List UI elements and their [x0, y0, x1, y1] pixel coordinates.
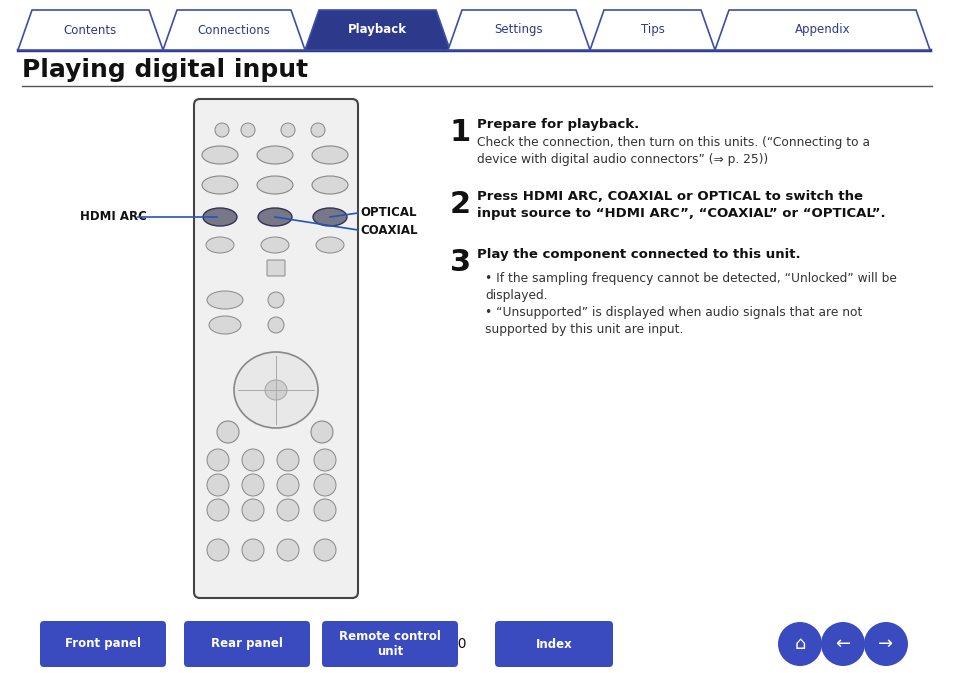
Circle shape — [242, 449, 264, 471]
Circle shape — [276, 499, 298, 521]
FancyBboxPatch shape — [322, 621, 457, 667]
Text: Check the connection, then turn on this units. (“Connecting to a
device with dig: Check the connection, then turn on this … — [476, 136, 869, 166]
Ellipse shape — [203, 208, 236, 226]
Circle shape — [214, 123, 229, 137]
Circle shape — [268, 292, 284, 308]
Ellipse shape — [257, 208, 292, 226]
Polygon shape — [589, 10, 714, 50]
Circle shape — [242, 474, 264, 496]
Text: Press HDMI ARC, COAXIAL or OPTICAL to switch the
input source to “HDMI ARC”, “CO: Press HDMI ARC, COAXIAL or OPTICAL to sw… — [476, 190, 884, 221]
Circle shape — [821, 622, 864, 666]
Circle shape — [268, 317, 284, 333]
Text: 40: 40 — [449, 637, 466, 651]
Ellipse shape — [256, 146, 293, 164]
Circle shape — [207, 474, 229, 496]
Polygon shape — [305, 10, 450, 50]
FancyBboxPatch shape — [495, 621, 613, 667]
Circle shape — [276, 539, 298, 561]
Ellipse shape — [256, 176, 293, 194]
Text: HDMI ARC: HDMI ARC — [80, 211, 147, 223]
Circle shape — [207, 539, 229, 561]
Ellipse shape — [233, 352, 317, 428]
Ellipse shape — [312, 146, 348, 164]
Circle shape — [311, 421, 333, 443]
Circle shape — [207, 449, 229, 471]
FancyBboxPatch shape — [267, 260, 285, 276]
Text: ⌂: ⌂ — [794, 635, 805, 653]
Circle shape — [314, 449, 335, 471]
Circle shape — [207, 499, 229, 521]
Text: COAXIAL: COAXIAL — [359, 223, 417, 236]
Circle shape — [276, 449, 298, 471]
Text: 3: 3 — [450, 248, 471, 277]
Text: Rear panel: Rear panel — [211, 637, 283, 651]
Circle shape — [242, 539, 264, 561]
Text: Contents: Contents — [64, 24, 117, 36]
Ellipse shape — [261, 237, 289, 253]
Circle shape — [314, 474, 335, 496]
Ellipse shape — [207, 291, 243, 309]
Circle shape — [863, 622, 907, 666]
Circle shape — [778, 622, 821, 666]
Polygon shape — [163, 10, 305, 50]
Ellipse shape — [206, 237, 233, 253]
Circle shape — [241, 123, 254, 137]
Text: 1: 1 — [450, 118, 471, 147]
Text: OPTICAL: OPTICAL — [359, 207, 416, 219]
Ellipse shape — [265, 380, 287, 400]
Text: →: → — [878, 635, 893, 653]
Circle shape — [242, 499, 264, 521]
Text: Index: Index — [535, 637, 572, 651]
Text: Playback: Playback — [348, 24, 407, 36]
Text: Tips: Tips — [639, 24, 663, 36]
Text: 2: 2 — [450, 190, 471, 219]
Ellipse shape — [202, 146, 237, 164]
Text: Front panel: Front panel — [65, 637, 141, 651]
Text: Playing digital input: Playing digital input — [22, 58, 308, 82]
Ellipse shape — [315, 237, 344, 253]
Text: ←: ← — [835, 635, 850, 653]
Ellipse shape — [202, 176, 237, 194]
Text: Connections: Connections — [197, 24, 270, 36]
Text: Prepare for playback.: Prepare for playback. — [476, 118, 639, 131]
Text: • “Unsupported” is displayed when audio signals that are not
supported by this u: • “Unsupported” is displayed when audio … — [484, 306, 862, 336]
Circle shape — [311, 123, 325, 137]
Ellipse shape — [209, 316, 241, 334]
Text: Play the component connected to this unit.: Play the component connected to this uni… — [476, 248, 800, 261]
Ellipse shape — [312, 176, 348, 194]
FancyBboxPatch shape — [193, 99, 357, 598]
Polygon shape — [18, 10, 163, 50]
FancyBboxPatch shape — [40, 621, 166, 667]
Text: Appendix: Appendix — [794, 24, 849, 36]
Text: Settings: Settings — [495, 24, 543, 36]
Circle shape — [314, 499, 335, 521]
Ellipse shape — [313, 208, 347, 226]
Text: • If the sampling frequency cannot be detected, “Unlocked” will be
displayed.: • If the sampling frequency cannot be de… — [484, 272, 896, 302]
Text: Remote control
unit: Remote control unit — [338, 630, 440, 658]
FancyBboxPatch shape — [184, 621, 310, 667]
Polygon shape — [448, 10, 589, 50]
Circle shape — [276, 474, 298, 496]
Polygon shape — [714, 10, 929, 50]
Circle shape — [281, 123, 294, 137]
Circle shape — [216, 421, 239, 443]
Circle shape — [314, 539, 335, 561]
